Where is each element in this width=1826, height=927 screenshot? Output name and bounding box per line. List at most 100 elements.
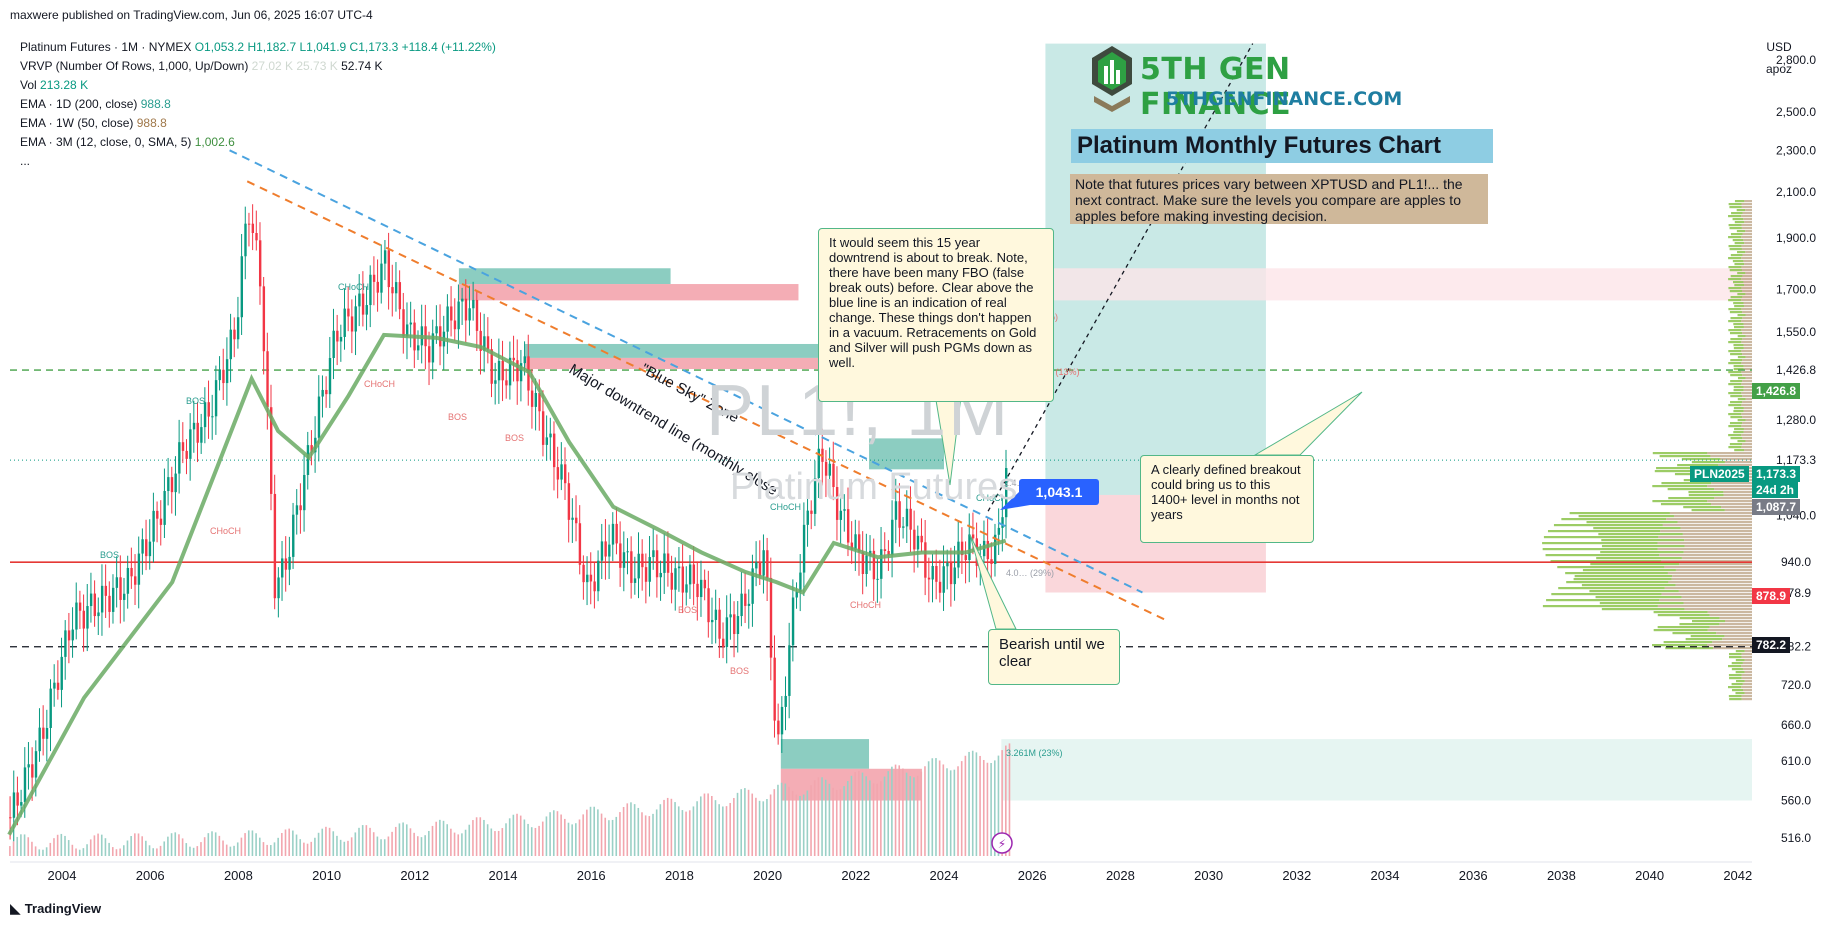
volume-bar xyxy=(152,848,155,856)
candle-body xyxy=(519,363,523,382)
volume-bar xyxy=(946,768,948,856)
profile-bar-up xyxy=(1728,362,1742,365)
legend-ema1-row[interactable]: EMA · 1D (200, close) 988.8 xyxy=(20,95,496,114)
candle-body xyxy=(674,568,677,590)
note-bearish[interactable]: Bearish until we clear xyxy=(988,629,1120,685)
profile-bar-up xyxy=(1578,515,1674,518)
unit-label[interactable]: apoz xyxy=(1765,62,1793,76)
candle-body xyxy=(225,359,229,384)
volume-bar xyxy=(880,781,882,856)
volume-bar xyxy=(872,783,875,856)
volume-bar xyxy=(795,794,798,856)
volume-bar xyxy=(718,804,720,856)
volume-bar xyxy=(861,772,864,856)
volume-bar xyxy=(832,787,834,856)
candle-body xyxy=(317,396,321,438)
profile-bar-down xyxy=(1718,464,1752,467)
currency-label[interactable]: USD xyxy=(1766,40,1792,54)
candle-body xyxy=(453,320,457,330)
candle-body xyxy=(516,360,519,382)
profile-bar-down xyxy=(1743,218,1752,221)
description-box[interactable]: Note that futures prices vary between XP… xyxy=(1070,174,1488,224)
volume-bar xyxy=(663,799,665,856)
profile-bar-down xyxy=(1742,296,1752,299)
structure-label: BOS xyxy=(448,412,467,422)
legend-vrvp-row[interactable]: VRVP (Number Of Rows, 1,000, Up/Down) 27… xyxy=(20,57,496,76)
profile-bar-down xyxy=(1707,452,1752,455)
note-downtrend[interactable]: It would seem this 15 year downtrend is … xyxy=(818,228,1054,402)
volume-bar xyxy=(707,793,709,856)
profile-bar-up xyxy=(1590,563,1680,566)
chart-title-box[interactable]: Platinum Monthly Futures Chart xyxy=(1071,129,1493,163)
legend-ema2-row[interactable]: EMA · 1W (50, close) 988.8 xyxy=(20,114,496,133)
legend-more-button[interactable]: ... xyxy=(20,154,31,168)
profile-bar-down xyxy=(1741,269,1752,272)
profile-bar-up xyxy=(1557,566,1665,569)
profile-bar-up xyxy=(1736,230,1746,233)
profile-bar-down xyxy=(1724,509,1752,512)
legend-symbol: Platinum Futures · 1M · NYMEX xyxy=(20,40,192,54)
volume-bar xyxy=(38,849,41,856)
volume-bar xyxy=(45,847,48,856)
legend-symbol-row[interactable]: Platinum Futures · 1M · NYMEX O1,053.2 H… xyxy=(20,38,496,57)
profile-bar-up xyxy=(1728,425,1742,428)
profile-bar-up xyxy=(1730,374,1743,377)
volume-bar xyxy=(512,814,515,856)
profile-bar-up xyxy=(1652,452,1708,455)
y-tick-label: 720.0 xyxy=(1781,678,1811,692)
x-tick-label: 2034 xyxy=(1371,868,1400,883)
candle-body xyxy=(813,478,817,514)
candle-body xyxy=(431,333,435,363)
order-block xyxy=(458,268,671,285)
price-tag-last: 1,173.3 xyxy=(1752,466,1801,482)
profile-bar-down xyxy=(1742,359,1752,362)
legend-ema3-row[interactable]: EMA · 3M (12, close, 0, SMA, 5) 1,002.6 xyxy=(20,133,496,152)
legend-vol-row[interactable]: Vol 213.28 K xyxy=(20,76,496,95)
profile-bar-up xyxy=(1550,560,1662,563)
order-block xyxy=(525,357,967,370)
volume-bar xyxy=(622,806,625,856)
candle-body xyxy=(556,467,560,480)
note-breakout[interactable]: A clearly defined breakout could bring u… xyxy=(1140,455,1314,543)
profile-bar-up xyxy=(1683,506,1722,509)
candle-body xyxy=(769,577,773,658)
profile-bar-up xyxy=(1728,446,1742,449)
profile-bar-down xyxy=(1741,677,1752,680)
profile-bar-down xyxy=(1723,491,1752,494)
candle-body xyxy=(949,562,953,585)
volume-bar xyxy=(644,815,647,856)
volume-bar xyxy=(865,776,867,856)
profile-bar-up xyxy=(1729,677,1742,680)
tradingview-footer[interactable]: ◣ TradingView xyxy=(10,900,101,917)
profile-bar-down xyxy=(1681,596,1752,599)
candle-body xyxy=(152,510,155,542)
volume-bar xyxy=(207,833,210,856)
volume-bar xyxy=(652,813,654,856)
volume-bar xyxy=(777,784,779,856)
candle-body xyxy=(512,357,515,361)
profile-bar-up xyxy=(1677,464,1719,467)
profile-bar-up xyxy=(1728,686,1742,689)
profile-bar-up xyxy=(1728,383,1742,386)
candle-body xyxy=(990,559,993,564)
volume-bar xyxy=(20,834,22,856)
profile-bar-up xyxy=(1657,626,1710,629)
volume-bar xyxy=(174,832,177,856)
candle-body xyxy=(843,509,846,511)
x-tick-label: 2040 xyxy=(1635,868,1664,883)
profile-bar-up xyxy=(1728,287,1742,290)
candle-body xyxy=(762,550,765,576)
candle-body xyxy=(872,550,876,580)
volume-bar xyxy=(729,802,731,856)
candle-body xyxy=(258,240,262,287)
legend-ema1-label: EMA · 1D (200, close) xyxy=(20,97,138,111)
price-callout[interactable]: 1,043.1 xyxy=(1019,479,1099,505)
price-tag-green: 1,426.8 xyxy=(1752,383,1801,399)
volume-bar xyxy=(262,842,265,856)
profile-bar-up xyxy=(1653,629,1708,632)
candle-body xyxy=(270,407,273,494)
volume-bar xyxy=(380,839,382,856)
volume-bar xyxy=(343,841,346,856)
volume-bar xyxy=(130,836,132,856)
